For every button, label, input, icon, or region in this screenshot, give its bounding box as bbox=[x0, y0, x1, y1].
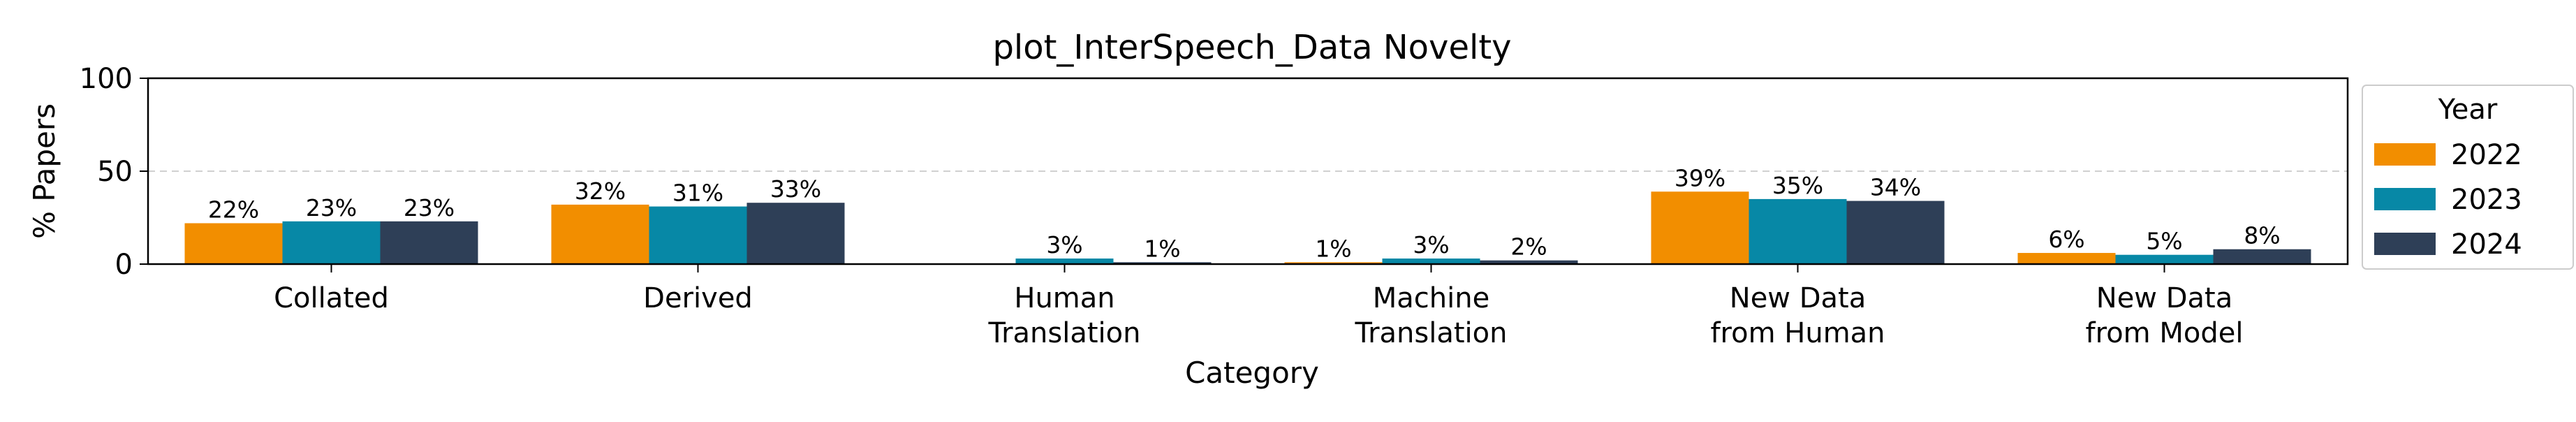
legend-item-label: 2022 bbox=[2451, 139, 2522, 171]
bar bbox=[649, 206, 747, 264]
bar-value-label: 1% bbox=[1315, 235, 1351, 262]
bar-value-label: 23% bbox=[404, 194, 455, 221]
bar bbox=[1651, 191, 1749, 264]
bar-value-label: 6% bbox=[2048, 226, 2084, 253]
bar-value-label: 31% bbox=[672, 180, 723, 207]
bar-value-label: 32% bbox=[575, 177, 626, 205]
bar-value-label: 1% bbox=[1144, 235, 1180, 262]
bar bbox=[1113, 262, 1212, 264]
x-tick-label: New Data from Model bbox=[2086, 282, 2244, 349]
x-tick-label-line: from Model bbox=[2086, 317, 2244, 349]
bar-value-label: 8% bbox=[2244, 222, 2280, 249]
x-tick-label: Collated bbox=[274, 282, 389, 314]
bar bbox=[184, 223, 283, 264]
y-axis-label: % Papers bbox=[27, 103, 61, 239]
y-tick-label: 0 bbox=[115, 249, 133, 281]
x-tick-label-line: Translation bbox=[1355, 317, 1508, 349]
bar-value-label: 35% bbox=[1772, 172, 1823, 199]
y-tick-label: 50 bbox=[97, 156, 133, 188]
bar-value-label: 3% bbox=[1046, 231, 1082, 259]
bar bbox=[1015, 259, 1114, 264]
x-tick-label-line: Derived bbox=[643, 282, 753, 314]
bar bbox=[746, 203, 845, 264]
bar bbox=[1480, 260, 1578, 264]
x-tick-label-line: New Data bbox=[2096, 282, 2232, 314]
axes-frame bbox=[147, 77, 2349, 265]
legend-frame bbox=[2362, 85, 2574, 270]
x-tick-label: New Data from Human bbox=[1710, 282, 1885, 349]
x-axis-label: Category bbox=[1185, 356, 1319, 390]
bar-value-label: 33% bbox=[770, 175, 821, 203]
x-tick-label-line: New Data bbox=[1730, 282, 1866, 314]
legend-swatch bbox=[2374, 233, 2436, 255]
bar-value-label: 34% bbox=[1870, 174, 1921, 201]
legend-swatch bbox=[2374, 188, 2436, 210]
x-tick-label: Human Translation bbox=[988, 282, 1141, 349]
x-tick-label-line: Human bbox=[1014, 282, 1114, 314]
bar bbox=[2213, 249, 2311, 264]
bar bbox=[1846, 201, 1945, 264]
bar-value-label: 39% bbox=[1675, 164, 1725, 191]
bar bbox=[1284, 262, 1383, 264]
bar bbox=[380, 221, 478, 264]
bar bbox=[282, 221, 381, 264]
legend-title: Year bbox=[2438, 94, 2498, 126]
x-tick-label-line: Collated bbox=[274, 282, 389, 314]
legend-item-label: 2023 bbox=[2451, 184, 2522, 216]
bar-value-label: 22% bbox=[208, 196, 259, 223]
bar bbox=[1382, 259, 1480, 264]
bar bbox=[1749, 198, 1847, 264]
x-tick-label-line: Translation bbox=[988, 317, 1141, 349]
y-tick-label: 100 bbox=[80, 63, 133, 95]
bar-value-label: 3% bbox=[1413, 231, 1449, 259]
x-tick-label: Machine Translation bbox=[1355, 282, 1508, 349]
bar-value-label: 23% bbox=[306, 194, 357, 221]
x-tick-label: Derived bbox=[643, 282, 753, 314]
legend-item-label: 2024 bbox=[2451, 228, 2522, 261]
legend-swatch bbox=[2374, 143, 2436, 166]
x-tick-label-line: Machine bbox=[1373, 282, 1489, 314]
x-tick-label-line: from Human bbox=[1710, 317, 1885, 349]
chart-title: plot_InterSpeech_Data Novelty bbox=[992, 28, 1511, 67]
bar-value-label: 2% bbox=[1510, 233, 1547, 261]
bar bbox=[551, 204, 649, 264]
legend: Year 2022 2023 2024 bbox=[2362, 85, 2574, 270]
bar bbox=[2115, 254, 2214, 264]
bar-value-label: 5% bbox=[2146, 228, 2182, 255]
bar bbox=[2017, 253, 2116, 264]
